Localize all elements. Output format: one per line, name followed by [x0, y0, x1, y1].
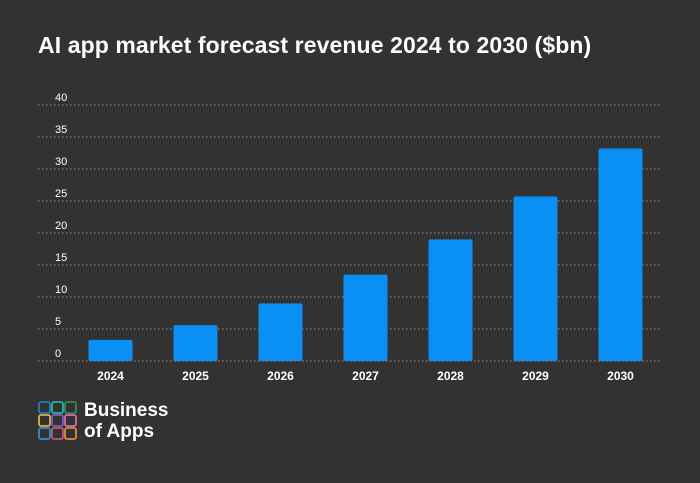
chart-title: AI app market forecast revenue 2024 to 2…	[38, 32, 592, 58]
y-tick-label: 30	[55, 156, 67, 168]
x-tick-label: 2024	[97, 369, 124, 383]
y-tick-label: 15	[55, 252, 67, 264]
logo-tile	[64, 401, 77, 414]
bar	[513, 196, 558, 361]
bar	[598, 148, 643, 361]
logo-tile	[51, 427, 64, 440]
x-tick-label: 2026	[267, 369, 294, 383]
bar	[343, 274, 388, 361]
logo-tile	[38, 414, 51, 427]
logo-tile	[51, 401, 64, 414]
bar	[258, 303, 303, 361]
logo-tile	[64, 427, 77, 440]
business-of-apps-logo: Business of Apps	[38, 400, 208, 446]
logo-tile	[38, 401, 51, 414]
y-tick-label: 25	[55, 188, 67, 200]
bar	[88, 339, 133, 361]
y-tick-label: 0	[55, 348, 61, 360]
y-tick-label: 10	[55, 284, 67, 296]
y-tick-label: 40	[55, 92, 67, 104]
logo-grid-icon	[38, 401, 77, 440]
x-tick-label: 2028	[437, 369, 464, 383]
logo-text-line1: Business	[84, 400, 169, 421]
y-tick-label: 20	[55, 220, 67, 232]
y-tick-label: 35	[55, 124, 67, 136]
logo-tile	[38, 427, 51, 440]
x-tick-label: 2030	[607, 369, 634, 383]
x-tick-label: 2025	[182, 369, 209, 383]
logo-tile	[64, 414, 77, 427]
y-tick-label: 5	[55, 316, 61, 328]
x-tick-label: 2027	[352, 369, 379, 383]
bar	[173, 325, 218, 361]
logo-tile	[51, 414, 64, 427]
x-tick-label: 2029	[522, 369, 549, 383]
bar	[428, 239, 473, 361]
logo-text-line2: of Apps	[84, 421, 155, 442]
logo-text: Business of Apps	[84, 400, 168, 442]
